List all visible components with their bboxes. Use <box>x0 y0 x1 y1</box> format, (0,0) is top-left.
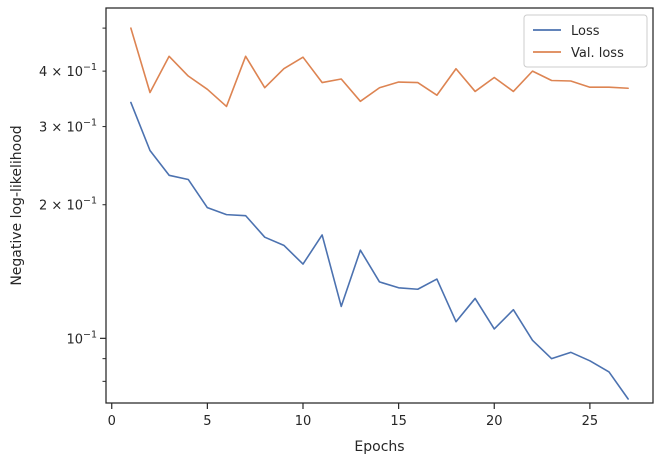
y-minor-tick-label-0: 2 × 10−1 <box>39 196 97 214</box>
series-line-0 <box>130 101 629 400</box>
legend-label-0: Loss <box>571 24 600 39</box>
y-major-tick-label-0: 10−1 <box>66 329 97 347</box>
y-minor-tick-label-1: 3 × 10−1 <box>39 118 97 136</box>
legend-label-1: Val. loss <box>571 46 624 61</box>
x-tick-label-25: 25 <box>582 414 599 429</box>
series-line-1 <box>130 27 629 108</box>
axes: 0 5 10 15 20 25 10−1 2 × 10−1 3 × 10−1 4 × 10−1 <box>39 27 599 429</box>
plot-area <box>130 27 629 400</box>
y-axis-title: Negative log-likelihood <box>9 125 25 285</box>
legend-box <box>523 14 648 68</box>
legend: Loss Val. loss <box>523 14 648 68</box>
x-tick-label-15: 15 <box>390 414 407 429</box>
x-tick-label-20: 20 <box>486 414 503 429</box>
x-tick-label-10: 10 <box>295 414 312 429</box>
y-minor-tick-label-2: 4 × 10−1 <box>39 62 97 80</box>
x-axis-title: Epochs <box>354 439 404 455</box>
plot-frame <box>105 7 654 404</box>
x-tick-label-0: 0 <box>108 414 116 429</box>
x-tick-label-5: 5 <box>203 414 211 429</box>
